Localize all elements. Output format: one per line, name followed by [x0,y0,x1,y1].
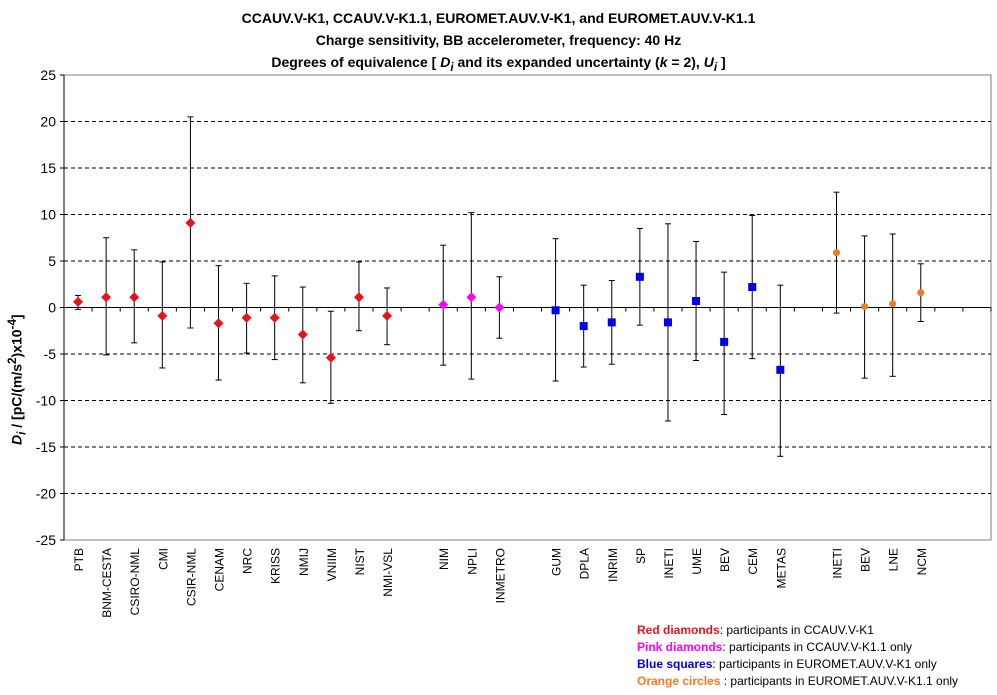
chart-title-line-1: CCAUV.V-K1, CCAUV.V-K1.1, EUROMET.AUV.V-… [241,10,756,26]
data-point [269,312,280,323]
x-category-label: BEV [718,548,732,572]
title-subscript: i [450,60,454,74]
x-category-label: METAS [774,548,788,588]
x-category-label: BEV [859,548,873,572]
title-text: and its expanded uncertainty ( [453,54,660,70]
title-subscript: i [713,60,718,74]
y-tick-label: -20 [36,486,56,502]
data-point [325,352,336,363]
legend-entry: Orange circles : participants in EUROMET… [637,674,958,688]
title-text: = 2), [667,54,704,70]
x-category-label: INRIM [606,548,620,582]
y-tick-label: 15 [40,160,56,176]
data-point [776,365,785,374]
x-category-label: GUM [550,548,564,576]
data-point [833,249,840,257]
x-category-label: VNIIM [325,548,339,581]
y-tick-label: -5 [44,346,57,362]
data-point [241,312,252,323]
title-symbol-u: U [703,54,714,70]
x-category-label: CSIR-NML [184,548,198,606]
legend-entry-text: : participants in EUROMET.AUV.V-K1 only [712,657,937,671]
data-point [129,292,140,303]
x-category-label: NMI-VSL [381,548,395,597]
data-point [438,299,449,310]
title-symbol-d: D [440,54,451,70]
data-point [607,318,616,327]
x-category-label: NRC [241,548,255,574]
data-point [73,296,84,307]
data-point [213,318,224,329]
legend-entry: Pink diamonds: participants in CCAUV.V-K… [637,640,912,654]
data-point [720,337,729,346]
data-point [353,292,364,303]
title-text: Degrees of equivalence [ [271,54,441,70]
data-point [101,292,112,303]
x-category-label: UME [690,548,704,575]
x-category-label: CEM [746,548,760,575]
x-category-label: SP [634,548,648,564]
x-category-label: KRISS [269,548,283,584]
y-tick-label: 5 [48,253,56,269]
x-category-label: BNM-CESTA [100,548,114,618]
y-tick-label: 20 [40,114,56,130]
y-tick-label: 10 [40,207,56,223]
x-category-label: CSIRO-NML [128,548,142,616]
legend-entry-key: Pink diamonds [637,640,723,654]
x-category-label: CENAM [213,548,227,591]
legend-entry-key: Red diamonds [637,623,720,637]
legend-entry-text: : participants in CCAUV.V-K1 [719,623,874,637]
data-point [157,310,168,321]
y-tick-label: -25 [36,532,56,548]
y-tick-label: 25 [40,67,56,83]
legend-entry-key: Blue squares [637,657,713,671]
data-point [466,292,477,303]
x-category-label: NCM [915,548,929,575]
x-category-label: DPLA [578,548,592,579]
data-point [635,272,644,281]
data-point [861,303,869,311]
y-tick-label: -10 [36,393,56,409]
x-category-label: NPLI [465,548,479,575]
x-category-label: INMETRO [493,548,507,603]
x-category-label: INETI [831,548,845,579]
x-category-label: LNE [887,548,901,571]
data-point [692,296,701,305]
data-point [579,322,588,331]
legend-entry: Red diamonds: participants in CCAUV.V-K1 [637,623,874,637]
x-category-label: NMIJ [297,548,311,576]
data-point [297,329,308,340]
data-point [494,302,505,313]
x-category-label: INETI [662,548,676,579]
legend-entry-text: : participants in EUROMET.AUV.V-K1.1 onl… [720,674,959,688]
data-point [551,306,560,315]
chart-title-line-2: Charge sensitivity, BB accelerometer, fr… [315,32,682,48]
legend-entry-text: : participants in CCAUV.V-K1.1 only [722,640,913,654]
y-tick-label: 0 [48,300,56,316]
x-category-label: NIST [353,547,367,575]
data-point [663,318,672,327]
data-point [185,217,196,228]
data-point [917,289,925,297]
title-symbol-k: k [659,54,668,70]
x-category-label: CMI [156,548,170,570]
x-category-label: PTB [72,548,86,571]
x-category-label: NIM [437,548,451,570]
data-point [889,300,897,308]
data-point [748,283,757,292]
y-tick-label: -15 [36,439,56,455]
legend-entry: Blue squares: participants in EUROMET.AU… [637,657,937,671]
data-point [382,310,393,321]
title-text: ] [717,54,726,70]
legend-entry-key: Orange circles [637,674,721,688]
chart-title-line-3: Degrees of equivalence [ Di and its expa… [0,54,997,74]
